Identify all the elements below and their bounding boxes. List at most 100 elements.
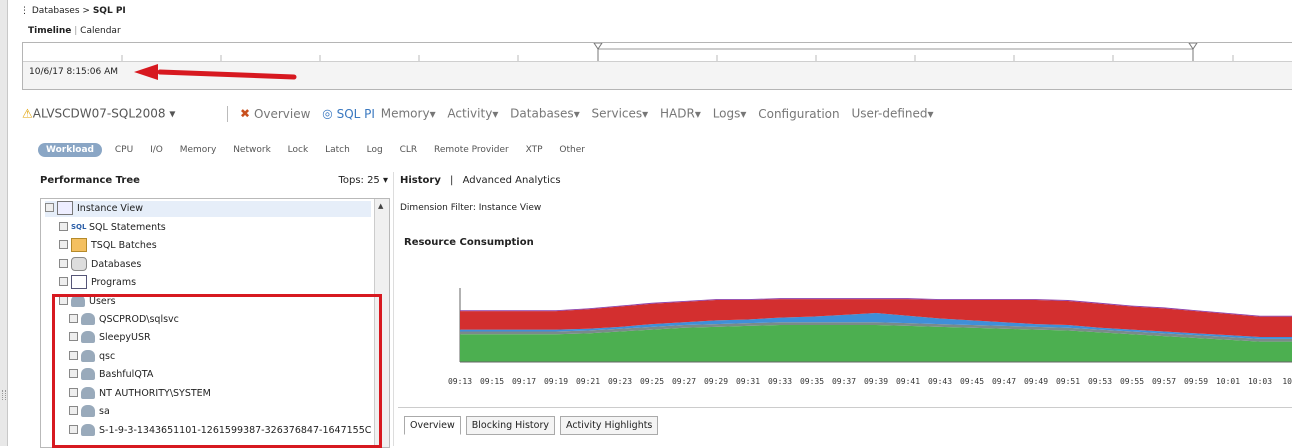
x-tick-label: 09:23 — [608, 377, 632, 386]
expand-icon[interactable] — [69, 406, 78, 415]
subtab-io[interactable]: I/O — [150, 145, 163, 155]
nav-memory[interactable]: Memory — [380, 106, 430, 121]
tab-overview[interactable]: Overview — [404, 416, 461, 435]
nav-sql-pi[interactable]: SQL PI — [336, 106, 375, 121]
x-tick-label: 10:0 — [1282, 377, 1292, 386]
tree-node-instance-view[interactable]: Instance View — [45, 200, 371, 217]
nav-hadr[interactable]: HADR — [660, 106, 695, 121]
range-end-handle — [1188, 43, 1198, 50]
splitter-grip[interactable] — [2, 390, 6, 400]
sqlpi-icon: ◎ — [322, 106, 333, 121]
subtab-clr[interactable]: CLR — [399, 145, 418, 155]
expand-icon[interactable] — [69, 314, 78, 323]
subtab-xtp[interactable]: XTP — [525, 145, 543, 155]
expand-icon[interactable] — [59, 240, 68, 249]
x-tick-label: 09:17 — [512, 377, 536, 386]
tree-node-sql-statements[interactable]: SQL SQL Statements — [59, 220, 166, 236]
x-tick-label: 09:51 — [1056, 377, 1080, 386]
expand-icon[interactable] — [59, 259, 68, 268]
users-icon — [71, 294, 85, 307]
nav-divider — [227, 106, 229, 122]
expand-icon[interactable] — [69, 388, 78, 397]
chart-title: Resource Consumption — [404, 237, 534, 248]
performance-tree: ▲ Instance View SQL SQL Statements TSQL B… — [40, 198, 390, 448]
tree-node-user[interactable]: SleepyUSR — [69, 330, 151, 346]
tree-node-databases[interactable]: Databases — [59, 256, 141, 273]
tree-node-user[interactable]: NT AUTHORITY\SYSTEM — [69, 386, 211, 402]
scroll-up-icon[interactable]: ▲ — [378, 202, 384, 210]
tab-advanced-analytics[interactable]: Advanced Analytics — [462, 175, 561, 186]
nav-activity[interactable]: Activity — [447, 106, 493, 121]
tab-blocking-history[interactable]: Blocking History — [465, 416, 555, 435]
x-tick-label: 09:41 — [896, 377, 920, 386]
subtab-lock[interactable]: Lock — [287, 145, 309, 155]
tab-calendar[interactable]: Calendar — [80, 26, 121, 36]
instance-icon — [57, 200, 73, 215]
expand-icon[interactable] — [69, 332, 78, 341]
nav-logs[interactable]: Logs — [712, 106, 741, 121]
breadcrumb-root[interactable]: Databases — [31, 6, 80, 16]
dimension-filter: Dimension Filter: Instance View — [400, 203, 542, 213]
subtab-latch[interactable]: Latch — [325, 145, 350, 155]
nav-user-defined[interactable]: User-defined — [851, 106, 928, 121]
user-icon — [81, 312, 95, 325]
subtab-cpu[interactable]: CPU — [114, 145, 134, 155]
red-arrow-annotation — [134, 64, 297, 80]
timeline-panel[interactable]: 10/6/17 8:15:06 AM — [22, 42, 1292, 90]
nav-configuration[interactable]: Configuration — [758, 106, 840, 121]
x-tick-label: 09:49 — [1024, 377, 1048, 386]
subtab-memory[interactable]: Memory — [179, 145, 217, 155]
nav-services[interactable]: Services — [591, 106, 643, 121]
tree-node-user[interactable]: BashfulQTA — [69, 367, 153, 383]
user-icon — [81, 404, 95, 417]
tab-timeline[interactable]: Timeline — [28, 26, 72, 36]
sql-icon: SQL — [71, 222, 87, 231]
x-tick-label: 09:43 — [928, 377, 952, 386]
expand-icon[interactable] — [59, 222, 68, 231]
expand-icon[interactable] — [69, 351, 78, 360]
collapse-icon[interactable] — [45, 203, 54, 212]
tab-activity-highlights[interactable]: Activity Highlights — [560, 416, 659, 435]
subtab-remote-provider[interactable]: Remote Provider — [434, 145, 509, 155]
x-tick-label: 09:37 — [832, 377, 856, 386]
tree-node-user[interactable]: QSCPROD\sqlsvc — [69, 312, 179, 328]
chart-series-area-2 — [460, 312, 1292, 339]
expand-icon[interactable] — [59, 277, 68, 286]
tree-node-programs[interactable]: Programs — [59, 274, 136, 291]
tree-node-user[interactable]: S-1-9-3-1343651101-1261599387-326376847-… — [69, 423, 371, 439]
breadcrumb-current: SQL PI — [92, 6, 126, 16]
resource-consumption-chart[interactable]: 09:13 09:15 09:17 09:19 09:21 09:23 09:25 09:27… — [440, 280, 1292, 390]
performance-tree-title: Performance Tree — [40, 175, 140, 186]
x-tick-label: 09:35 — [800, 377, 824, 386]
expand-icon[interactable] — [69, 425, 78, 434]
tree-node-tsql-batches[interactable]: TSQL Batches — [59, 237, 157, 254]
nav-databases[interactable]: Databases — [510, 106, 574, 121]
x-tick-label: 09:21 — [576, 377, 600, 386]
program-icon — [71, 274, 87, 289]
x-tick-label: 09:13 — [448, 377, 472, 386]
timeline-track[interactable] — [23, 43, 1292, 62]
server-selector[interactable]: ALVSCDW07-SQL2008 — [32, 106, 166, 121]
tree-node-user[interactable]: sa — [69, 404, 110, 420]
x-tick-label: 09:19 — [544, 377, 568, 386]
x-tick-label: 09:45 — [960, 377, 984, 386]
expand-icon[interactable] — [69, 369, 78, 378]
chart-series-area-4 — [460, 298, 1292, 317]
x-tick-label: 09:59 — [1184, 377, 1208, 386]
tree-icon: ⋮ — [20, 6, 29, 16]
subtab-other[interactable]: Other — [559, 145, 585, 155]
x-tick-label: 09:33 — [768, 377, 792, 386]
x-tick-label: 09:55 — [1120, 377, 1144, 386]
subtab-log[interactable]: Log — [366, 145, 383, 155]
x-tick-label: 09:57 — [1152, 377, 1176, 386]
tops-selector[interactable]: Tops: 25 ▾ — [338, 175, 388, 186]
subtab-network[interactable]: Network — [233, 145, 271, 155]
x-tick-label: 10:01 — [1216, 377, 1240, 386]
chart-series-area-3 — [460, 299, 1292, 338]
subtab-workload[interactable]: Workload — [38, 143, 102, 157]
left-splitter[interactable] — [0, 0, 8, 446]
nav-overview[interactable]: Overview — [253, 106, 311, 121]
pane-divider[interactable] — [393, 172, 394, 446]
tab-history[interactable]: History — [400, 175, 441, 186]
tree-node-user[interactable]: qsc — [69, 349, 115, 365]
